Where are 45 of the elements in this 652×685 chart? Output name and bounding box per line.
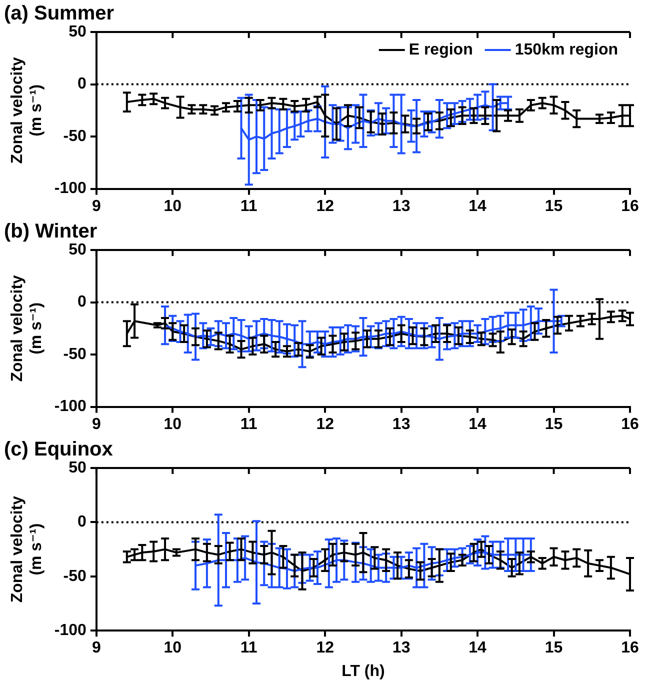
x-tick-label: 14: [468, 640, 487, 657]
y-tick-label: -100: [54, 622, 87, 640]
x-tick-label: 11: [240, 198, 258, 215]
x-tick-label: 15: [544, 416, 563, 433]
x-axis-title: LT (h): [342, 662, 385, 680]
x-tick-label: 14: [468, 198, 487, 215]
x-tick-label: 15: [544, 198, 563, 215]
y-tick-label: 0: [78, 294, 87, 311]
legend-label: E region: [408, 41, 473, 58]
y-tick-label: -50: [63, 128, 87, 145]
x-tick-label: 12: [316, 640, 334, 657]
y-tick-label: -50: [63, 568, 87, 585]
chart-title: (b) Winter: [4, 220, 98, 243]
x-tick-label: 9: [92, 198, 101, 215]
x-tick-label: 14: [468, 416, 487, 433]
x-tick-label: 15: [544, 640, 563, 657]
chart-title: (c) Equinox: [4, 438, 113, 461]
x-tick-label: 10: [164, 198, 182, 215]
legend-label: 150km region: [514, 41, 618, 58]
x-tick-label: 9: [92, 416, 101, 433]
x-tick-label: 11: [240, 640, 258, 657]
chart-title: (a) Summer: [4, 2, 114, 25]
x-tick-label: 13: [392, 640, 410, 657]
x-tick-label: 10: [164, 416, 182, 433]
y-tick-label: 50: [68, 459, 87, 476]
y-axis-title: Zonal velocity (m s⁻¹): [9, 496, 46, 603]
x-tick-label: 12: [316, 416, 334, 433]
x-tick-label: 11: [240, 416, 258, 433]
y-tick-label: 0: [78, 76, 87, 93]
x-tick-label: 16: [621, 198, 639, 215]
x-tick-label: 12: [316, 198, 334, 215]
x-tick-label: 10: [164, 640, 182, 657]
y-tick-label: -100: [54, 398, 87, 416]
y-tick-label: 50: [68, 241, 87, 258]
x-tick-label: 16: [621, 640, 639, 657]
y-axis-title: Zonal velocity (m s⁻¹): [9, 56, 46, 164]
y-tick-label: -50: [63, 346, 87, 363]
x-tick-label: 13: [392, 198, 410, 215]
y-tick-label: -100: [54, 180, 87, 198]
y-tick-label: 50: [68, 23, 87, 40]
x-tick-label: 9: [92, 640, 101, 657]
x-tick-label: 13: [392, 416, 410, 433]
y-tick-label: 0: [78, 514, 87, 531]
x-tick-label: 16: [621, 416, 639, 433]
y-axis-title: Zonal velocity (m s⁻¹): [9, 274, 46, 382]
